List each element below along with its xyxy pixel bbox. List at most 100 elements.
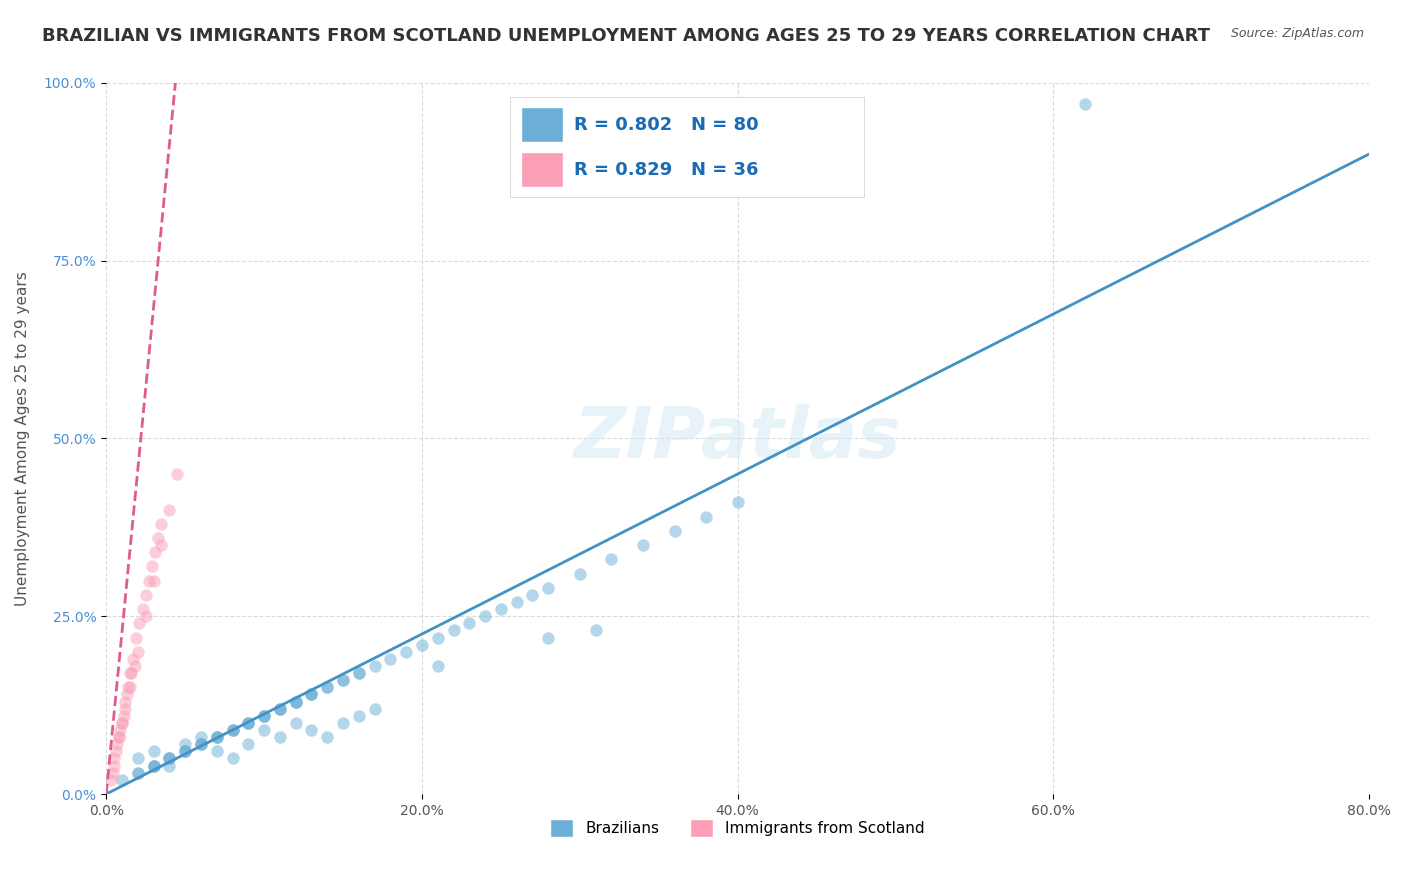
Point: [238, 715, 260, 730]
Point: [190, 737, 212, 751]
Point: [150, 538, 173, 552]
Point: [284, 695, 307, 709]
Point: [316, 681, 339, 695]
Point: [458, 616, 481, 631]
Point: [118, 666, 141, 681]
Point: [284, 695, 307, 709]
Point: [117, 681, 139, 695]
Point: [114, 701, 136, 715]
Point: [238, 715, 260, 730]
Point: [138, 574, 160, 588]
Point: [221, 751, 243, 765]
Point: [174, 737, 197, 751]
Point: [426, 631, 449, 645]
Point: [316, 730, 339, 744]
Text: ZIPatlas: ZIPatlas: [574, 404, 901, 473]
Point: [142, 758, 165, 772]
Point: [127, 751, 149, 765]
Point: [474, 609, 496, 624]
Point: [114, 695, 136, 709]
Point: [100, 772, 122, 787]
Point: [108, 730, 131, 744]
Point: [157, 758, 180, 772]
Point: [101, 765, 124, 780]
Point: [127, 765, 149, 780]
Point: [631, 538, 654, 552]
Point: [128, 616, 150, 631]
Point: [135, 588, 157, 602]
Point: [238, 715, 260, 730]
Point: [347, 666, 370, 681]
Point: [301, 723, 323, 737]
Point: [443, 624, 465, 638]
Point: [332, 715, 354, 730]
Point: [568, 566, 591, 581]
Point: [664, 524, 686, 538]
Point: [142, 744, 165, 758]
Point: [522, 588, 544, 602]
Point: [205, 744, 228, 758]
Point: [269, 701, 291, 715]
Point: [174, 744, 197, 758]
Point: [426, 659, 449, 673]
Point: [174, 744, 197, 758]
Point: [111, 715, 134, 730]
Point: [157, 751, 180, 765]
Point: [347, 708, 370, 723]
Point: [363, 659, 385, 673]
Point: [221, 723, 243, 737]
Point: [284, 715, 307, 730]
Point: [301, 688, 323, 702]
Point: [142, 574, 165, 588]
Point: [253, 708, 276, 723]
Point: [135, 609, 157, 624]
Point: [221, 723, 243, 737]
Point: [143, 545, 166, 559]
Point: [363, 701, 385, 715]
Point: [127, 645, 149, 659]
Point: [221, 723, 243, 737]
Y-axis label: Unemployment Among Ages 25 to 29 years: Unemployment Among Ages 25 to 29 years: [15, 271, 30, 606]
Point: [585, 624, 607, 638]
Point: [205, 730, 228, 744]
Point: [150, 516, 173, 531]
Point: [111, 772, 134, 787]
Point: [284, 695, 307, 709]
Point: [727, 495, 749, 509]
Point: [395, 645, 418, 659]
Point: [110, 723, 132, 737]
Point: [142, 758, 165, 772]
Point: [332, 673, 354, 688]
Point: [695, 509, 717, 524]
Point: [1074, 97, 1097, 112]
Point: [124, 659, 146, 673]
Point: [238, 737, 260, 751]
Point: [301, 688, 323, 702]
Point: [316, 681, 339, 695]
Point: [190, 737, 212, 751]
Point: [411, 638, 433, 652]
Point: [332, 673, 354, 688]
Point: [108, 730, 131, 744]
Point: [111, 715, 134, 730]
Point: [105, 737, 128, 751]
Point: [269, 701, 291, 715]
Point: [190, 737, 212, 751]
Point: [103, 758, 125, 772]
Point: [347, 666, 370, 681]
Point: [205, 730, 228, 744]
Point: [205, 730, 228, 744]
Point: [505, 595, 527, 609]
Point: [103, 751, 125, 765]
Point: [600, 552, 623, 566]
Point: [157, 502, 180, 516]
Point: [118, 681, 141, 695]
Point: [148, 531, 170, 545]
Point: [537, 631, 560, 645]
Point: [127, 765, 149, 780]
Point: [253, 723, 276, 737]
Point: [537, 581, 560, 595]
Point: [253, 708, 276, 723]
Point: [131, 602, 153, 616]
Point: [380, 652, 402, 666]
